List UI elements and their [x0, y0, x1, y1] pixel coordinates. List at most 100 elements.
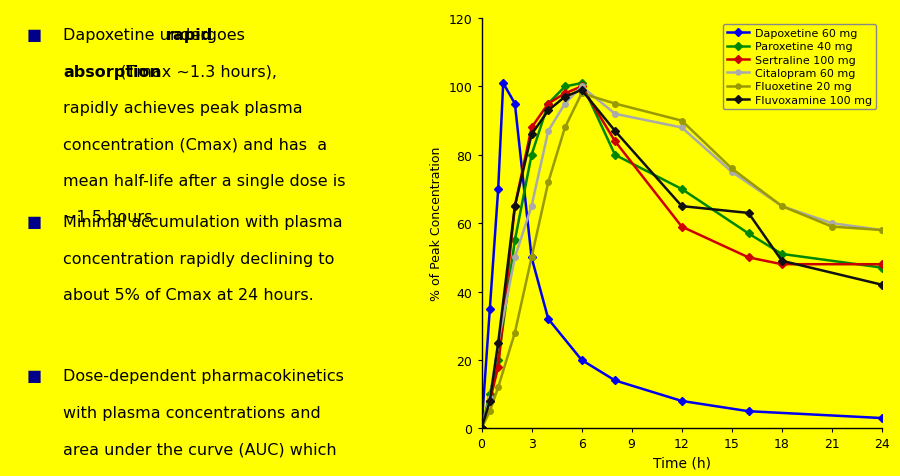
Dapoxetine 60 mg [526, 255, 537, 261]
Sertraline 100 mg [526, 125, 537, 131]
Sertraline 100 mg [576, 84, 587, 90]
Paroxetine 40 mg [526, 153, 537, 159]
Fluvoxamine 100 mg [743, 210, 754, 216]
Sertraline 100 mg [677, 224, 688, 230]
Fluvoxamine 100 mg [509, 204, 520, 209]
Citalopram 60 mg [476, 426, 487, 431]
Line: Citalopram 60 mg: Citalopram 60 mg [479, 85, 885, 431]
Paroxetine 40 mg [777, 251, 788, 257]
Fluvoxamine 100 mg [543, 109, 553, 114]
Dapoxetine 60 mg [609, 378, 620, 384]
Text: (Tmax ~1.3 hours),: (Tmax ~1.3 hours), [115, 64, 277, 79]
Citalopram 60 mg [543, 129, 553, 135]
Line: Paroxetine 40 mg: Paroxetine 40 mg [479, 81, 885, 431]
Dapoxetine 60 mg [576, 357, 587, 363]
Text: concentration rapidly declining to: concentration rapidly declining to [63, 251, 335, 266]
Text: rapid: rapid [166, 28, 213, 43]
Paroxetine 40 mg [609, 153, 620, 159]
Text: mean half-life after a single dose is: mean half-life after a single dose is [63, 174, 346, 188]
Fluvoxamine 100 mg [526, 132, 537, 138]
Fluvoxamine 100 mg [493, 340, 504, 346]
Line: Fluvoxamine 100 mg: Fluvoxamine 100 mg [479, 88, 885, 431]
Dapoxetine 60 mg [509, 101, 520, 107]
Fluoxetine 20 mg [777, 204, 788, 209]
Paroxetine 40 mg [743, 231, 754, 237]
Citalopram 60 mg [526, 204, 537, 209]
Text: ■: ■ [27, 28, 42, 43]
Citalopram 60 mg [484, 395, 495, 401]
Text: ■: ■ [27, 215, 42, 229]
Fluoxetine 20 mg [493, 385, 504, 390]
Paroxetine 40 mg [509, 238, 520, 244]
Citalopram 60 mg [509, 255, 520, 261]
X-axis label: Time (h): Time (h) [652, 456, 711, 470]
Paroxetine 40 mg [560, 84, 571, 90]
Dapoxetine 60 mg [484, 306, 495, 312]
Sertraline 100 mg [543, 101, 553, 107]
Text: concentration (Cmax) and has  a: concentration (Cmax) and has a [63, 137, 328, 152]
Paroxetine 40 mg [476, 426, 487, 431]
Text: rapidly achieves peak plasma: rapidly achieves peak plasma [63, 101, 302, 116]
Text: ■: ■ [27, 368, 42, 384]
Sertraline 100 mg [560, 91, 571, 97]
Y-axis label: % of Peak Concentration: % of Peak Concentration [430, 147, 443, 301]
Fluoxetine 20 mg [543, 180, 553, 186]
Paroxetine 40 mg [543, 101, 553, 107]
Dapoxetine 60 mg [493, 187, 504, 192]
Sertraline 100 mg [877, 262, 887, 268]
Citalopram 60 mg [609, 112, 620, 118]
Text: about 5% of Cmax at 24 hours.: about 5% of Cmax at 24 hours. [63, 288, 314, 302]
Dapoxetine 60 mg [543, 317, 553, 322]
Citalopram 60 mg [826, 221, 837, 227]
Sertraline 100 mg [493, 364, 504, 370]
Sertraline 100 mg [609, 139, 620, 145]
Citalopram 60 mg [877, 228, 887, 233]
Fluoxetine 20 mg [677, 119, 688, 124]
Text: Dose-dependent pharmacokinetics: Dose-dependent pharmacokinetics [63, 368, 344, 384]
Paroxetine 40 mg [677, 187, 688, 192]
Fluvoxamine 100 mg [877, 282, 887, 288]
Fluvoxamine 100 mg [560, 95, 571, 100]
Line: Dapoxetine 60 mg: Dapoxetine 60 mg [479, 81, 885, 431]
Citalopram 60 mg [560, 101, 571, 107]
Text: Dapoxetine undergoes: Dapoxetine undergoes [63, 28, 250, 43]
Text: Minimal accumulation with plasma: Minimal accumulation with plasma [63, 215, 343, 229]
Citalopram 60 mg [777, 204, 788, 209]
Fluvoxamine 100 mg [777, 258, 788, 264]
Dapoxetine 60 mg [498, 81, 508, 87]
Fluvoxamine 100 mg [609, 129, 620, 135]
Sertraline 100 mg [509, 204, 520, 209]
Text: with plasma concentrations and: with plasma concentrations and [63, 405, 321, 420]
Citalopram 60 mg [493, 340, 504, 346]
Fluoxetine 20 mg [877, 228, 887, 233]
Line: Fluoxetine 20 mg: Fluoxetine 20 mg [479, 91, 885, 431]
Fluvoxamine 100 mg [576, 88, 587, 93]
Fluoxetine 20 mg [726, 166, 737, 172]
Fluvoxamine 100 mg [476, 426, 487, 431]
Paroxetine 40 mg [576, 81, 587, 87]
Fluvoxamine 100 mg [484, 398, 495, 404]
Sertraline 100 mg [476, 426, 487, 431]
Sertraline 100 mg [743, 255, 754, 261]
Text: area under the curve (AUC) which: area under the curve (AUC) which [63, 441, 337, 456]
Dapoxetine 60 mg [877, 415, 887, 421]
Citalopram 60 mg [726, 170, 737, 176]
Fluoxetine 20 mg [576, 91, 587, 97]
Fluoxetine 20 mg [560, 125, 571, 131]
Line: Sertraline 100 mg: Sertraline 100 mg [479, 85, 885, 431]
Sertraline 100 mg [484, 398, 495, 404]
Legend: Dapoxetine 60 mg, Paroxetine 40 mg, Sertraline 100 mg, Citalopram 60 mg, Fluoxet: Dapoxetine 60 mg, Paroxetine 40 mg, Sert… [723, 25, 877, 110]
Text: ~1.5 hours: ~1.5 hours [63, 210, 153, 225]
Dapoxetine 60 mg [476, 426, 487, 431]
Fluoxetine 20 mg [526, 255, 537, 261]
Fluoxetine 20 mg [484, 408, 495, 414]
Citalopram 60 mg [677, 125, 688, 131]
Paroxetine 40 mg [493, 357, 504, 363]
Citalopram 60 mg [576, 84, 587, 90]
Sertraline 100 mg [777, 262, 788, 268]
Paroxetine 40 mg [877, 265, 887, 271]
Fluvoxamine 100 mg [677, 204, 688, 209]
Fluoxetine 20 mg [509, 330, 520, 336]
Fluoxetine 20 mg [476, 426, 487, 431]
Text: absorption: absorption [63, 64, 161, 79]
